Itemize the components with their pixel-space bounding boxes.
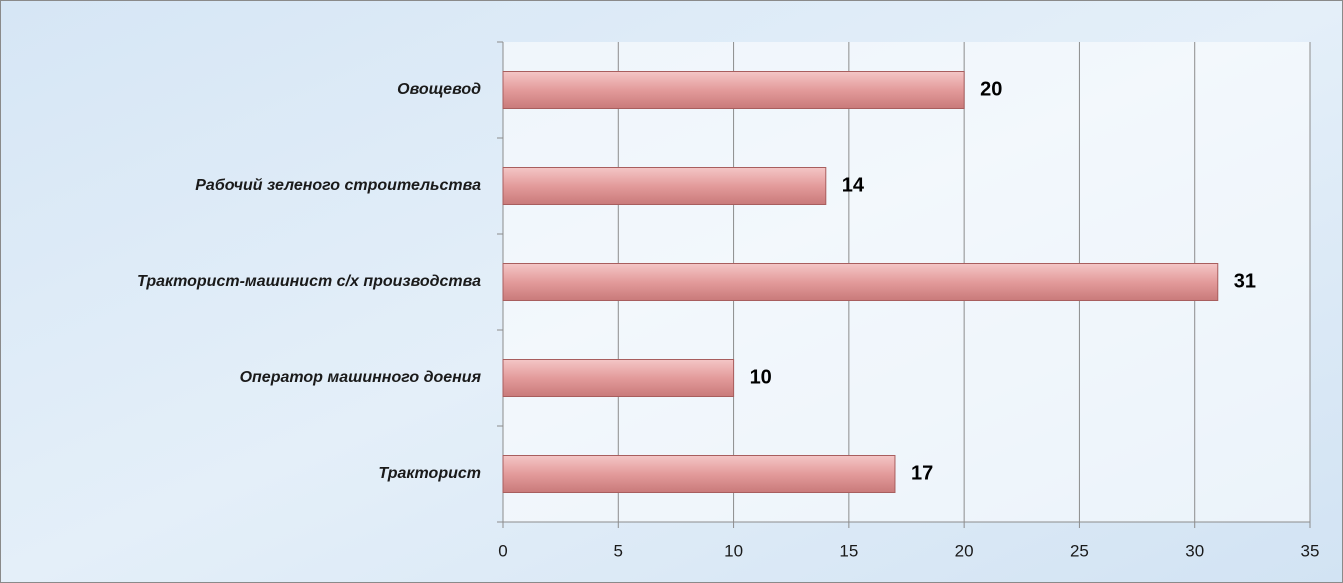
category-label: Овощевод: [397, 81, 481, 98]
bar: [502, 167, 827, 205]
bar: [502, 455, 896, 493]
x-tick-label: 10: [724, 541, 743, 560]
value-label: 31: [1234, 270, 1256, 292]
category-label: Тракторист: [378, 465, 481, 482]
x-tick-label: 25: [1070, 541, 1089, 560]
value-label: 10: [750, 366, 772, 388]
category-label: Тракторист-машинист с/х производства: [137, 273, 481, 290]
x-tick-label: 0: [498, 541, 507, 560]
category-label: Оператор машинного доения: [240, 369, 482, 386]
value-label: 14: [842, 174, 865, 196]
x-tick-label: 15: [839, 541, 858, 560]
value-label: 20: [980, 78, 1002, 100]
x-tick-label: 5: [614, 541, 623, 560]
x-tick-label: 30: [1185, 541, 1204, 560]
bar: [502, 263, 1219, 301]
x-tick-label: 35: [1301, 541, 1320, 560]
bar: [502, 359, 735, 397]
bar: [502, 71, 965, 109]
value-label: 17: [911, 462, 933, 484]
category-label: Рабочий зеленого строительства: [195, 177, 481, 194]
x-tick-label: 20: [955, 541, 974, 560]
